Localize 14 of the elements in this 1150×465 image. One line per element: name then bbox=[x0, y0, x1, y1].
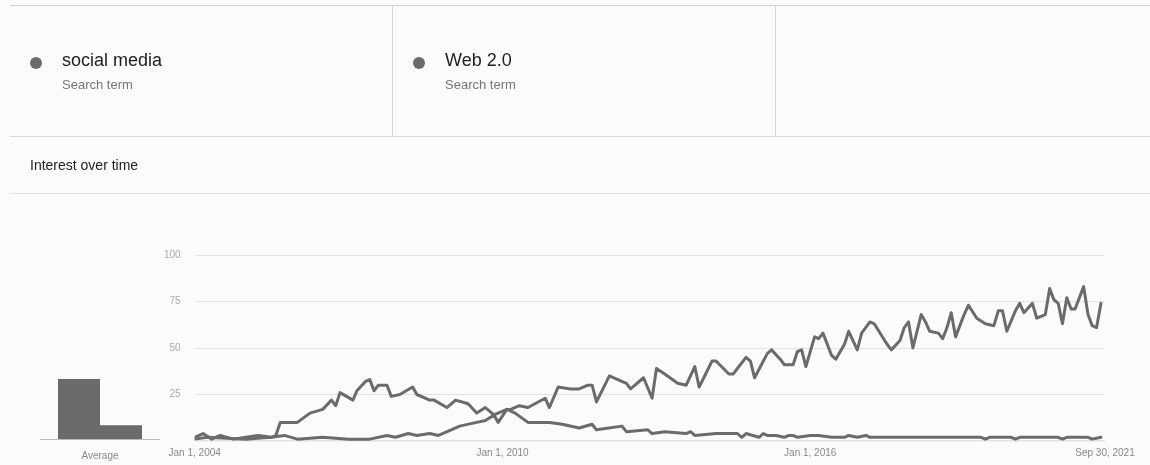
text: Search term bbox=[62, 77, 133, 92]
x-tick-label: Jan 1, 2016 bbox=[784, 446, 837, 458]
y-tick-label: 50 bbox=[169, 341, 182, 353]
x-tick-label: Sep 30, 2021 bbox=[1075, 446, 1136, 458]
x-tick-label: Average bbox=[81, 449, 119, 461]
y-tick-label: 100 bbox=[164, 248, 182, 260]
text: Search term bbox=[445, 77, 516, 92]
chart-title: Interest over time bbox=[30, 157, 139, 173]
x-tick-label: Jan 1, 2004 bbox=[168, 446, 222, 458]
legend-label: social media bbox=[62, 50, 163, 71]
y-tick-label: 75 bbox=[169, 295, 182, 307]
y-tick-label: 25 bbox=[169, 388, 182, 400]
legend-label: Web 2.0 bbox=[445, 50, 512, 71]
x-tick-label: Jan 1, 2010 bbox=[476, 446, 530, 458]
